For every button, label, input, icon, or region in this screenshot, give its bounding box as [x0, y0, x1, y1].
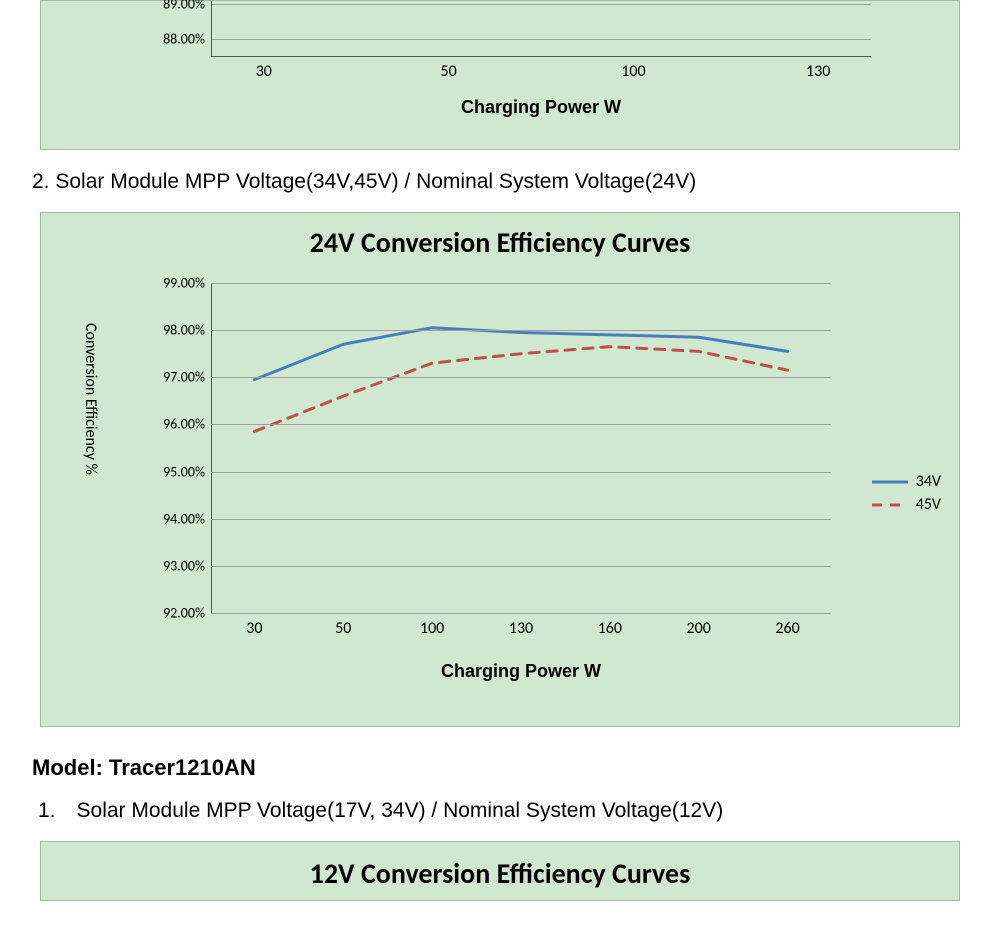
chart-12v-partial: 12V Conversion Efficiency Curves [40, 841, 960, 901]
section-2-heading: 2. Solar Module MPP Voltage(34V,45V) / N… [32, 170, 970, 194]
legend-swatch-34v [872, 475, 908, 489]
gridline [211, 4, 871, 5]
chart-24v-lines [211, 283, 831, 613]
plot-baseline [211, 56, 871, 57]
y-tick-label: 98.00% [163, 322, 211, 339]
chart-12v-title: 12V Conversion Efficiency Curves [41, 842, 959, 897]
x-tick-label: 100 [420, 613, 444, 638]
y-axis-line [211, 1, 212, 56]
legend-label: 34V [916, 472, 941, 491]
y-tick-label: 96.00% [163, 416, 211, 433]
legend-label: 45V [916, 495, 941, 514]
y-tick-label: 94.00% [163, 510, 211, 527]
x-tick-label: 200 [687, 613, 711, 638]
gridline [211, 39, 871, 40]
y-tick-label: 97.00% [163, 369, 211, 386]
gridline [211, 330, 831, 331]
chart-top-partial: 89.00% 88.00% 30 50 100 130 Charging Pow… [40, 0, 960, 150]
x-tick-label: 50 [335, 613, 351, 638]
series-45V [254, 347, 787, 432]
x-tick-label: 160 [598, 613, 622, 638]
legend-item-45v: 45V [872, 495, 941, 514]
x-tick-label: 100 [621, 56, 645, 81]
chart-24v-x-axis-label: Charging Power W [211, 653, 831, 694]
x-tick-label: 130 [806, 56, 830, 81]
y-tick-label: 89.00% [163, 0, 211, 13]
y-tick-label: 92.00% [163, 605, 211, 622]
x-tick-label: 260 [775, 613, 799, 638]
chart-24v-legend: 34V 45V [872, 468, 941, 518]
chart-24v-y-axis-label: Conversion Efficiency % [81, 323, 100, 475]
chart-24v-plot: 99.00%98.00%97.00%96.00%95.00%94.00%93.0… [211, 283, 831, 613]
x-tick-label: 30 [256, 56, 272, 81]
gridline [211, 377, 831, 378]
x-tick-label: 130 [509, 613, 533, 638]
gridline [211, 519, 831, 520]
chart-24v: 24V Conversion Efficiency Curves Convers… [40, 212, 960, 727]
legend-item-34v: 34V [872, 472, 941, 491]
gridline [211, 566, 831, 567]
gridline [211, 283, 831, 284]
section-1b-heading: 1. Solar Module MPP Voltage(17V, 34V) / … [38, 799, 970, 823]
gridline [211, 472, 831, 473]
x-tick-label: 50 [440, 56, 456, 81]
chart-top-partial-plot: 89.00% 88.00% 30 50 100 130 [211, 1, 871, 56]
y-tick-label: 95.00% [163, 463, 211, 480]
y-tick-label: 99.00% [163, 275, 211, 292]
model-heading: Model: Tracer1210AN [32, 755, 970, 781]
y-tick-label: 93.00% [163, 557, 211, 574]
chart-24v-title: 24V Conversion Efficiency Curves [41, 213, 959, 266]
y-tick-label: 88.00% [163, 30, 211, 47]
legend-swatch-45v [872, 498, 908, 512]
gridline [211, 424, 831, 425]
x-axis-label: Charging Power W [211, 89, 871, 130]
x-tick-label: 30 [246, 613, 262, 638]
